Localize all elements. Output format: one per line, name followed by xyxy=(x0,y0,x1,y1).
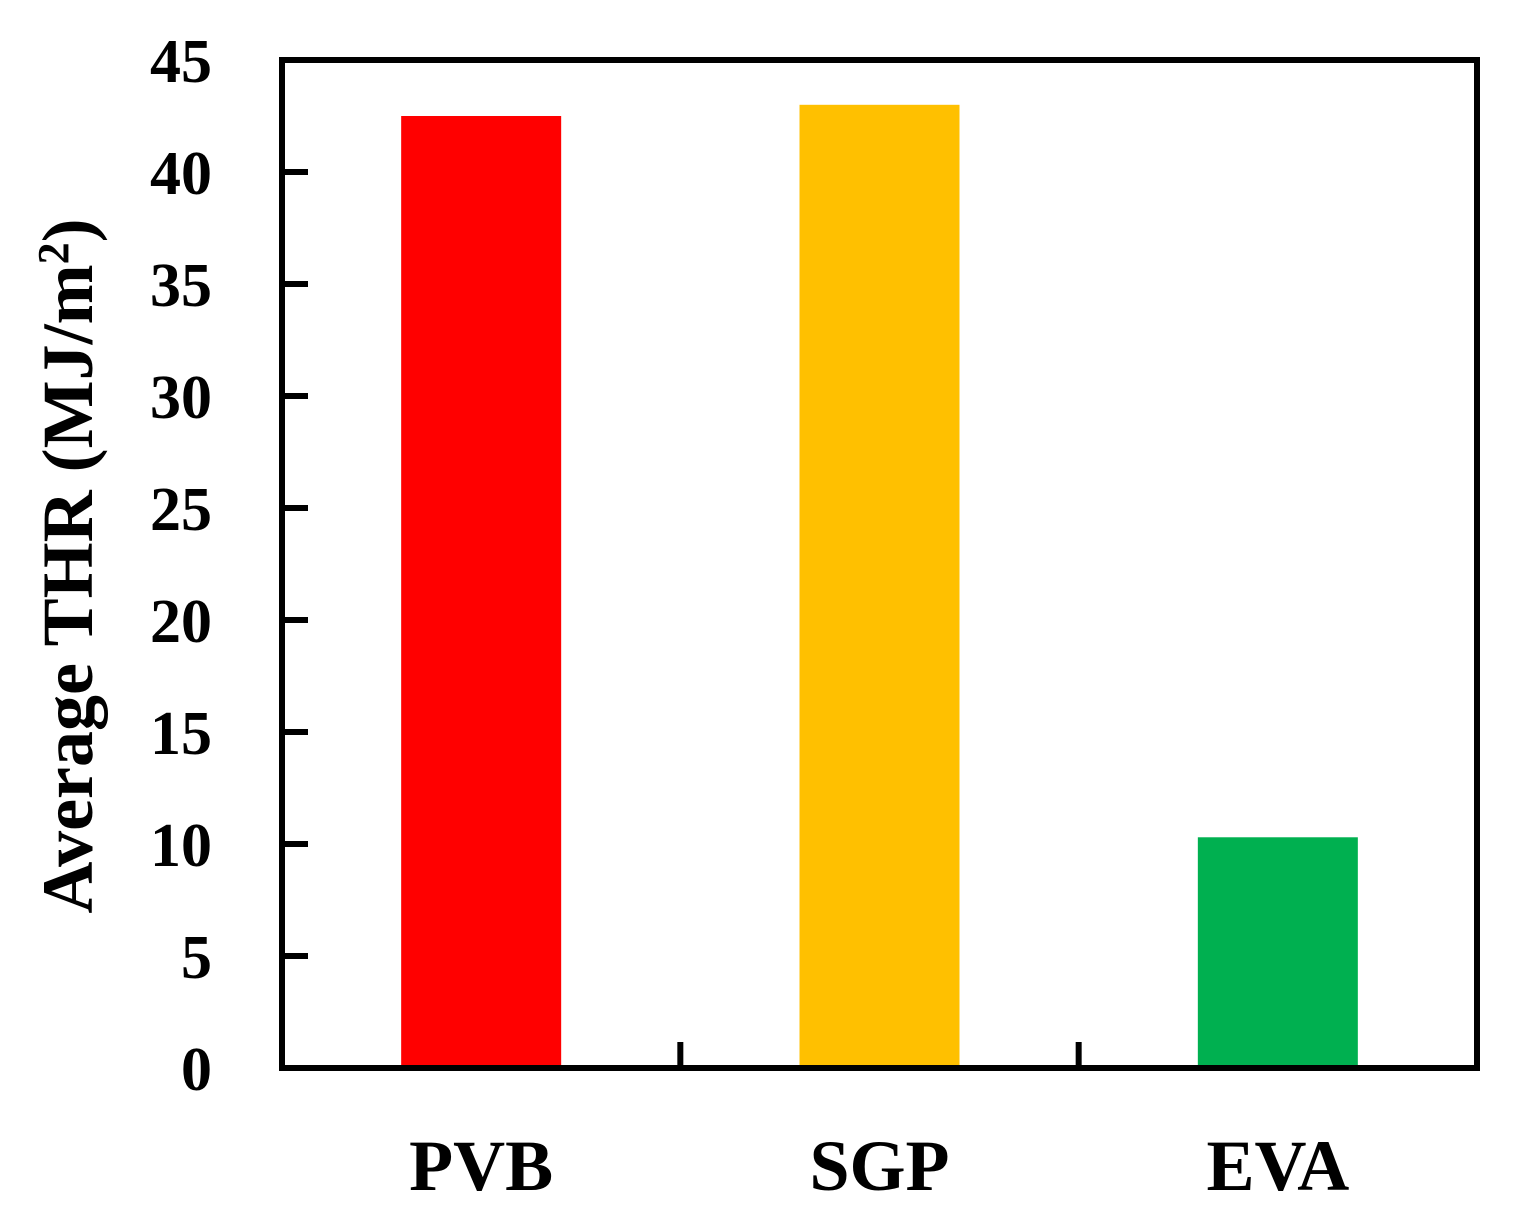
category-label-eva: EVA xyxy=(1206,1126,1349,1206)
y-axis-title-superscript: 2 xyxy=(29,242,78,264)
y-tick-label: 30 xyxy=(150,364,212,432)
y-tick-label: 45 xyxy=(150,28,212,96)
y-tick-labels-group: 0 5 10 15 20 25 30 35 40 45 xyxy=(150,28,212,1104)
bar-pvb xyxy=(401,116,562,1068)
y-tick-label: 10 xyxy=(150,812,212,880)
y-tick-label: 35 xyxy=(150,252,212,320)
category-label-sgp: SGP xyxy=(809,1126,949,1206)
bars-group xyxy=(401,104,1358,1069)
x-ticks-group xyxy=(677,1042,1082,1068)
y-tick-label: 20 xyxy=(150,588,212,656)
bar-sgp xyxy=(799,104,960,1069)
plot-frame xyxy=(279,57,1480,1071)
y-axis-title-suffix: ) xyxy=(28,218,108,242)
y-tick-label: 15 xyxy=(150,700,212,768)
category-labels-group: PVB SGP EVA xyxy=(409,1126,1349,1206)
y-axis-title-prefix: Average THR (MJ/m xyxy=(28,264,108,913)
y-tick-label: 40 xyxy=(150,140,212,208)
y-tick-label: 0 xyxy=(181,1036,212,1104)
y-ticks-group xyxy=(282,57,308,1071)
y-tick-label: 5 xyxy=(181,924,212,992)
y-axis-title: Average THR (MJ/m2) xyxy=(28,218,108,913)
category-label-pvb: PVB xyxy=(409,1126,553,1206)
bar-eva xyxy=(1197,837,1358,1068)
y-tick-label: 25 xyxy=(150,476,212,544)
